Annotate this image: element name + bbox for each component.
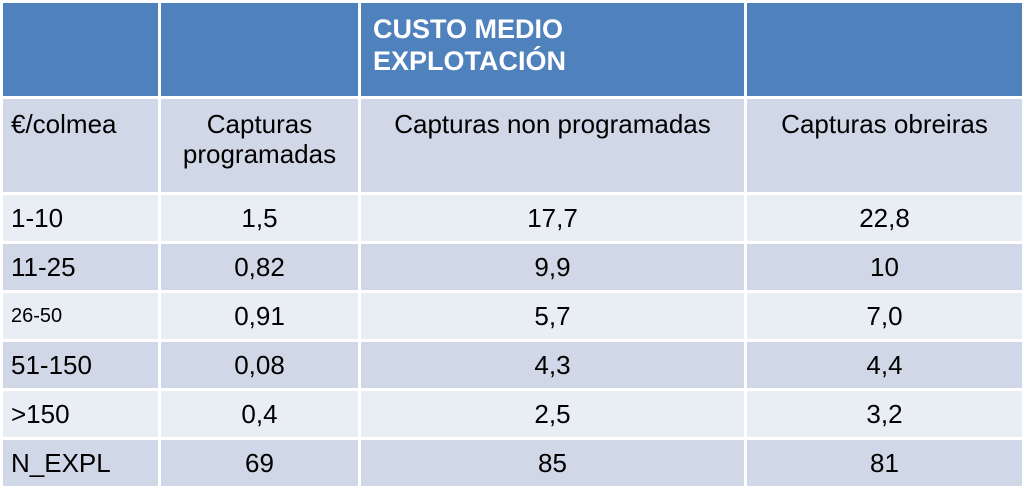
header-row: CUSTO MEDIO EXPLOTACIÓN	[0, 0, 1024, 99]
table-row: N_EXPL 69 85 81	[0, 437, 1024, 489]
column-header-workers: Capturas obreiras	[744, 96, 1024, 195]
table-row: 51-150 0,08 4,3 4,4	[0, 339, 1024, 391]
table-cell: 22,8	[744, 192, 1024, 244]
row-label: 11-25	[0, 241, 161, 293]
header-cell-empty-2	[158, 0, 361, 99]
table-row: >150 0,4 2,5 3,2	[0, 388, 1024, 440]
table-cell: 69	[158, 437, 361, 489]
table-cell: 4,3	[358, 339, 747, 391]
row-label: 51-150	[0, 339, 161, 391]
column-header-row: €/colmea Capturas programadas Capturas n…	[0, 96, 1024, 195]
table-cell: 10	[744, 241, 1024, 293]
table-cell: 17,7	[358, 192, 747, 244]
table-cell: 0,82	[158, 241, 361, 293]
row-label: 1-10	[0, 192, 161, 244]
row-label: >150	[0, 388, 161, 440]
table-cell: 0,91	[158, 290, 361, 342]
table-cell: 2,5	[358, 388, 747, 440]
row-label: 26-50	[0, 290, 161, 342]
table-cell: 4,4	[744, 339, 1024, 391]
table-row: 11-25 0,82 9,9 10	[0, 241, 1024, 293]
header-title-line2: EXPLOTACIÓN	[373, 46, 567, 76]
table-row: 26-50 0,91 5,7 7,0	[0, 290, 1024, 342]
table-cell: 7,0	[744, 290, 1024, 342]
table-cell: 0,4	[158, 388, 361, 440]
table-row: 1-10 1,5 17,7 22,8	[0, 192, 1024, 244]
header-title-line1: CUSTO MEDIO	[373, 14, 564, 44]
column-header-unit: €/colmea	[0, 96, 161, 195]
column-header-programmed-label: Capturas programadas	[182, 109, 337, 169]
table-cell: 0,08	[158, 339, 361, 391]
column-header-non-programmed: Capturas non programadas	[358, 96, 747, 195]
header-title: CUSTO MEDIO EXPLOTACIÓN	[358, 0, 747, 99]
table-cell: 1,5	[158, 192, 361, 244]
table-cell: 5,7	[358, 290, 747, 342]
column-header-programmed: Capturas programadas	[158, 96, 361, 195]
header-cell-empty-3	[744, 0, 1024, 99]
table-cell: 3,2	[744, 388, 1024, 440]
header-cell-empty-1	[0, 0, 161, 99]
table-cell: 85	[358, 437, 747, 489]
table-cell: 9,9	[358, 241, 747, 293]
row-label: N_EXPL	[0, 437, 161, 489]
table-cell: 81	[744, 437, 1024, 489]
